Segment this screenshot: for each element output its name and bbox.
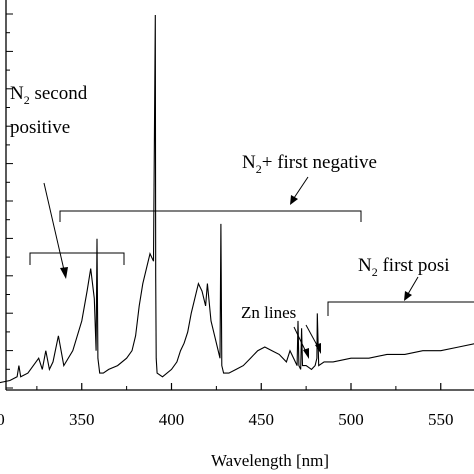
n2-first-positive-arrowhead [404, 291, 412, 301]
n2-second-positive-arrow-shaft [43, 182, 65, 271]
n2-second-positive-label-line2: positive [10, 117, 70, 138]
n2-second-positive-label: N2 second [10, 83, 88, 107]
x-axis-ticks [36, 383, 442, 390]
n2plus-arrowhead [290, 195, 298, 205]
x-tick-label: 500 [338, 410, 364, 429]
zn-arrow-shaft-2 [305, 324, 319, 348]
zn-arrow-shaft-1 [293, 326, 307, 353]
annotation-n2-first-positive: N2 first posi [327, 255, 474, 316]
n2plus-arrow-shaft [293, 176, 309, 199]
n2-first-positive-label: N2 first posi [358, 255, 450, 279]
x-tick-label: 400 [159, 410, 185, 429]
x-axis-label: Wavelength [nm] [211, 451, 329, 470]
zn-lines-label: Zn lines [241, 303, 296, 322]
n2-first-positive-arrow-shaft [407, 276, 419, 295]
x-tick-label: 550 [428, 410, 454, 429]
x-tick-label: 450 [249, 410, 275, 429]
annotation-n2-second-positive: N2 second positive [10, 83, 125, 279]
n2-second-positive-bracket [29, 252, 125, 265]
zn-arrowhead-1 [303, 348, 309, 359]
n2-first-positive-bracket [327, 301, 474, 316]
spectrum-series-line [0, 14, 474, 384]
x-axis-tick-labels: 300 350 400 450 500 550 [0, 410, 454, 429]
annotation-zn-lines: Zn lines [241, 303, 321, 359]
n2plus-first-negative-label: N2+ first negative [242, 152, 377, 176]
y-axis-ticks [6, 13, 13, 389]
zn-arrowhead-2 [315, 343, 321, 354]
n2-second-positive-arrowhead [60, 267, 68, 279]
annotation-n2plus-first-negative: N2+ first negative [59, 152, 377, 222]
plot-frame [5, 0, 474, 391]
x-tick-label: 350 [69, 410, 95, 429]
n2plus-bracket [59, 210, 362, 222]
x-tick-label: 300 [0, 410, 5, 429]
